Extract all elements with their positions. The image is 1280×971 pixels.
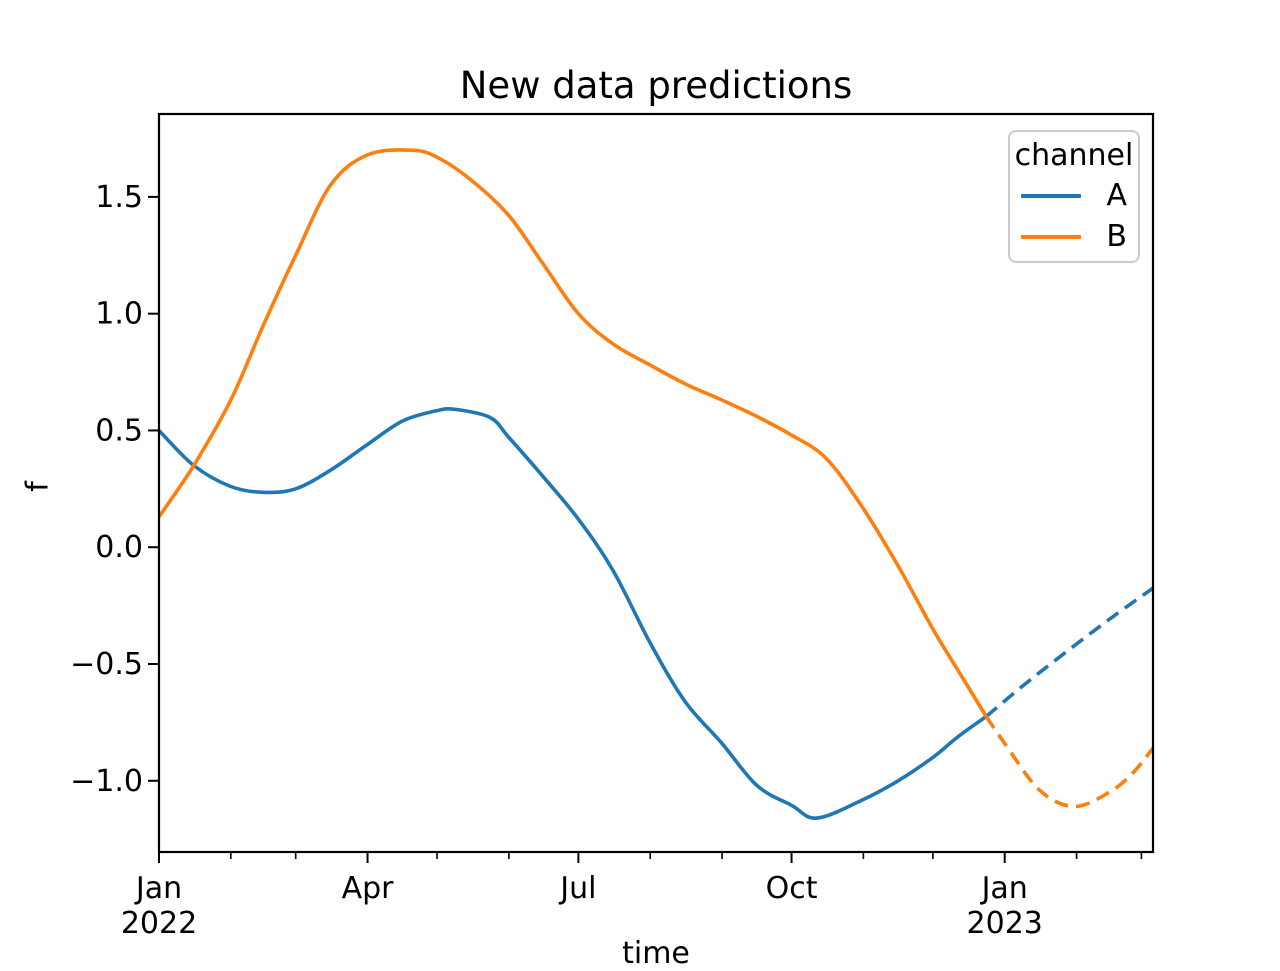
y-axis-label: f	[20, 481, 56, 492]
series-a-dashed-line	[985, 586, 1155, 718]
x-tick-year-label: 2023	[967, 906, 1043, 941]
x-tick-label: Jan	[980, 871, 1028, 906]
legend-item-b: B	[1021, 216, 1127, 257]
x-axis-label: time	[622, 936, 690, 971]
series-b-solid-line	[157, 148, 988, 718]
legend-item-a: A	[1021, 175, 1127, 216]
x-tick-label: Jan	[134, 871, 182, 906]
legend-title: channel	[1014, 138, 1134, 173]
series-b-dashed-line	[984, 715, 1155, 809]
y-tick-label: −1.0	[70, 764, 143, 799]
x-tick-label: Apr	[342, 871, 395, 906]
legend-label: A	[1106, 178, 1127, 213]
x-tick-label: Jul	[558, 871, 596, 906]
series-a-solid-line	[157, 406, 988, 820]
y-tick-label: 1.0	[95, 297, 143, 332]
x-tick-label: Oct	[766, 871, 818, 906]
legend-label: B	[1106, 219, 1127, 254]
legend-swatch-a	[1021, 193, 1081, 198]
chart-title: New data predictions	[459, 64, 853, 107]
y-tick-label: 0.5	[95, 413, 143, 448]
y-tick-label: 1.5	[95, 180, 143, 215]
legend-swatch-b	[1021, 234, 1081, 239]
y-tick-label: 0.0	[95, 530, 143, 565]
axes-spines	[157, 112, 1155, 854]
y-tick-label: −0.5	[70, 647, 143, 682]
x-tick-year-label: 2022	[121, 906, 197, 941]
